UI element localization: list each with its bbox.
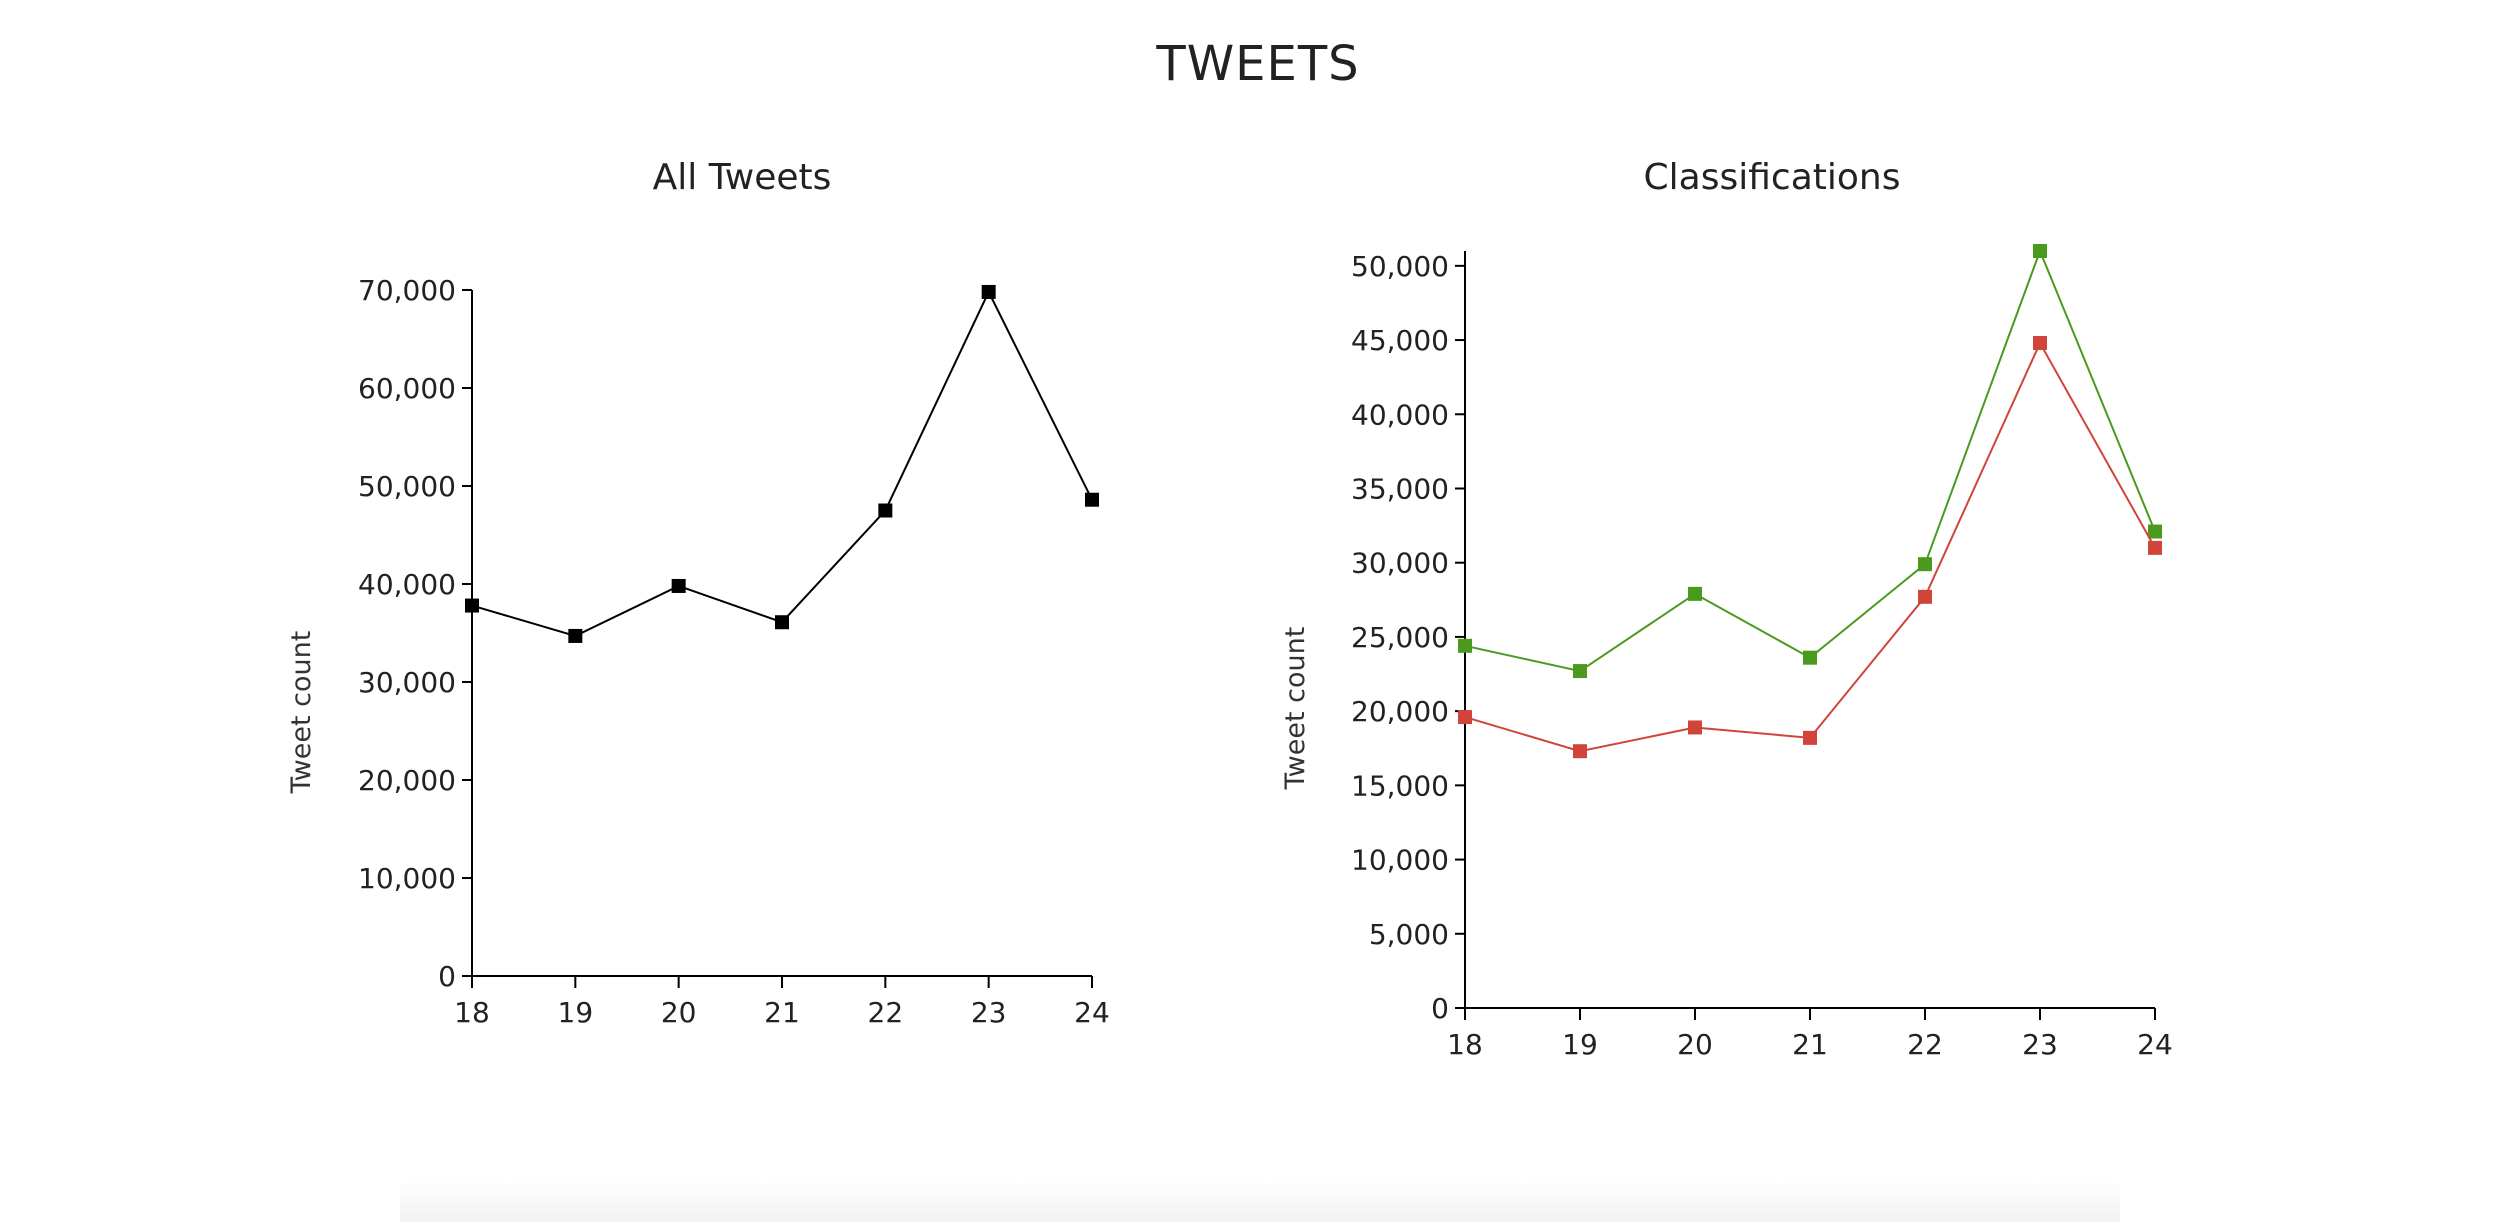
y-tick-label: 10,000 xyxy=(1351,844,1449,877)
data-point xyxy=(671,578,686,593)
x-tick-label: 24 xyxy=(2137,1028,2173,1061)
data-point xyxy=(1918,557,1932,572)
data-point xyxy=(465,598,479,613)
y-tick-label: 0 xyxy=(438,960,456,993)
data-point xyxy=(1803,650,1817,665)
x-tick-label: 19 xyxy=(1562,1028,1598,1061)
data-point xyxy=(2033,336,2047,351)
y-tick-label: 0 xyxy=(1431,992,1449,1025)
data-point xyxy=(568,628,583,643)
y-axis-label: Tweet count xyxy=(286,631,317,795)
x-tick-label: 21 xyxy=(764,996,800,1029)
y-tick-label: 30,000 xyxy=(1351,547,1449,580)
chart-title: All Tweets xyxy=(653,157,832,198)
x-tick-label: 18 xyxy=(1447,1028,1483,1061)
series-line xyxy=(1464,340,2156,753)
y-tick-label: 60,000 xyxy=(358,372,456,405)
y-tick-label: 40,000 xyxy=(358,568,456,601)
data-point xyxy=(1085,492,1099,507)
data-point xyxy=(1803,730,1817,745)
data-point xyxy=(1918,589,1932,604)
y-tick-label: 35,000 xyxy=(1351,472,1449,505)
y-tick-label: 40,000 xyxy=(1351,398,1449,431)
chart-title: Classifications xyxy=(1644,157,1901,198)
x-tick-label: 18 xyxy=(454,996,490,1029)
data-point xyxy=(1688,586,1702,601)
y-tick-label: 15,000 xyxy=(1351,769,1449,802)
x-tick-label: 23 xyxy=(2022,1028,2058,1061)
x-tick-label: 19 xyxy=(558,996,594,1029)
data-point xyxy=(1458,710,1472,725)
all-tweets-chart: All Tweets Tweet count 0 10,000 20,000 30,000… xyxy=(286,157,1110,1029)
y-tick-label: 10,000 xyxy=(358,862,456,895)
data-point xyxy=(2148,524,2162,539)
data-point xyxy=(878,503,893,518)
data-point xyxy=(1458,638,1472,653)
y-tick-label: 5,000 xyxy=(1369,918,1449,951)
data-point xyxy=(1573,744,1587,759)
y-tick-label: 25,000 xyxy=(1351,621,1449,654)
x-tick-label: 23 xyxy=(971,996,1007,1029)
y-tick-label: 20,000 xyxy=(358,764,456,797)
x-tick-label: 24 xyxy=(1074,996,1110,1029)
y-axis-label: Tweet count xyxy=(1280,627,1311,791)
y-tick-label: 50,000 xyxy=(358,470,456,503)
data-point xyxy=(1573,664,1587,679)
y-tick-label: 30,000 xyxy=(358,666,456,699)
data-point xyxy=(1688,720,1702,735)
data-point xyxy=(2148,540,2162,555)
x-tick-label: 20 xyxy=(661,996,697,1029)
y-tick-label: 45,000 xyxy=(1351,324,1449,357)
data-point xyxy=(2033,244,2047,258)
x-tick-label: 22 xyxy=(868,996,904,1029)
x-tick-label: 22 xyxy=(1907,1028,1943,1061)
data-point xyxy=(981,284,996,299)
y-tick-label: 20,000 xyxy=(1351,695,1449,728)
bottom-panel-edge xyxy=(400,1180,2120,1222)
y-tick-label: 70,000 xyxy=(358,274,456,307)
x-tick-label: 21 xyxy=(1792,1028,1828,1061)
data-point xyxy=(775,615,789,630)
y-tick-label: 50,000 xyxy=(1351,250,1449,283)
series-line xyxy=(1464,248,2156,673)
x-tick-label: 20 xyxy=(1677,1028,1713,1061)
page-title: TWEETS xyxy=(1156,36,1360,92)
